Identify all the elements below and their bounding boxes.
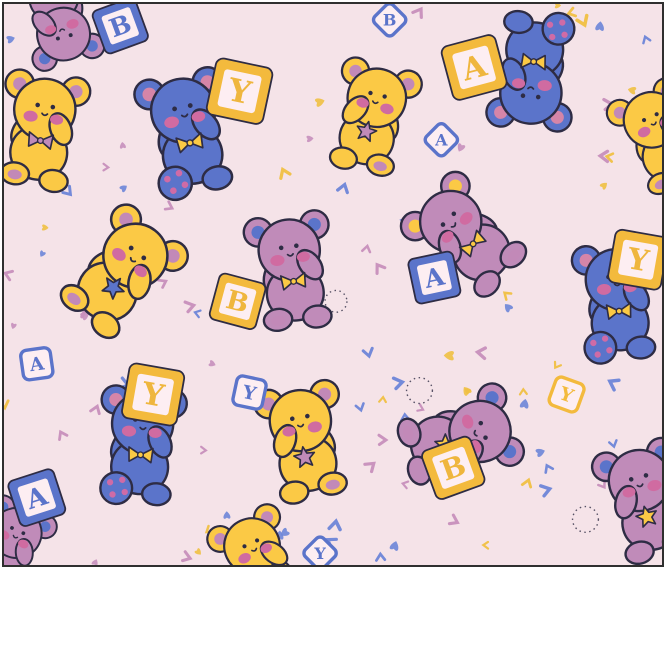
teddy-bear-yellow [59,203,189,340]
letter-block-A: A [440,34,508,101]
svg-text:B: B [383,11,397,30]
svg-text:Y: Y [240,382,259,406]
teddy-bear-mauve [399,170,528,298]
teddy-bear-yellow [253,378,348,505]
letter-block-A: A [423,122,460,158]
teddy-bear-mauve [242,209,333,333]
letter-block-B: B [421,435,486,500]
letter-block-B: B [371,4,408,38]
teddy-bear-yellow [206,503,296,565]
letter-block-A: A [19,346,55,382]
letter-block-Y: Y [231,374,268,411]
teddy-bear-yellow [4,68,92,194]
teddy-bear-yellow [328,56,423,177]
teddy-bear-mauve [590,436,662,565]
svg-text:A: A [27,353,46,376]
letter-block-A: A [407,250,462,305]
letter-block-Y: Y [302,535,338,565]
teddy-bear-blue [485,9,576,133]
letter-block-A: A [7,468,67,527]
info-bar: Hx-1689-1 W:1.52m 4 Limited:South Americ… [0,567,666,668]
letter-block-Y: Y [547,375,586,414]
teddy-bear-mauve [28,4,106,72]
letter-block-Y: Y [607,228,662,291]
svg-text:A: A [434,130,448,149]
letter-block-B: B [208,272,267,330]
teddy-bear-yellow [605,77,662,196]
svg-text:Y: Y [313,544,326,563]
letter-block-Y: Y [121,362,186,427]
letter-block-Y: Y [205,57,274,125]
letter-block-B: B [91,4,149,55]
